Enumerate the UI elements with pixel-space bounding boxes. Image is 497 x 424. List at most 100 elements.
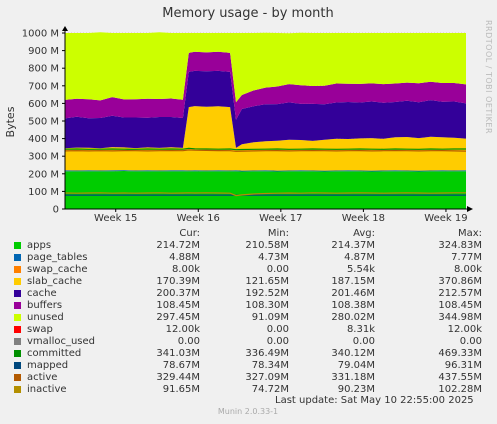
legend-cur-value: 108.45M	[156, 300, 200, 311]
legend-cur-value: 4.88M	[169, 252, 200, 263]
legend-max-value: 0.00	[459, 336, 482, 347]
legend-min-value: 108.30M	[245, 300, 289, 311]
legend-min-value: 91.09M	[251, 312, 289, 323]
y-tick-label: 400 M	[28, 134, 59, 145]
legend-max-value: 437.55M	[438, 372, 482, 383]
legend-row-buffers: buffers 108.45M 108.30M 108.38M 108.45M	[12, 300, 488, 312]
area-unused	[65, 32, 466, 103]
legend-max-value: 212.57M	[438, 288, 482, 299]
legend-name: unused	[27, 312, 64, 323]
x-tick-label: Week 19	[424, 213, 467, 224]
legend-min-value: 0.00	[266, 324, 289, 335]
y-tick-label: 200 M	[28, 169, 59, 180]
legend-name: mapped	[27, 360, 69, 371]
legend-avg-value: 187.15M	[331, 276, 375, 287]
legend-max-value: 12.00k	[447, 324, 482, 335]
legend-min-value: 336.49M	[245, 348, 289, 359]
legend-avg-value: 280.02M	[331, 312, 375, 323]
legend-swatch	[14, 374, 21, 381]
line-active	[64, 149, 467, 152]
legend-header-min: Min:	[267, 228, 289, 239]
legend-cur-value: 0.00	[177, 336, 200, 347]
legend-min-value: 327.09M	[245, 372, 289, 383]
y-tick-label: 800 M	[28, 64, 59, 75]
legend-name: inactive	[27, 384, 67, 395]
legend-cur-value: 91.65M	[162, 384, 200, 395]
y-axis-ticks: 0 100 M 200 M 300 M 400 M 500 M 600 M 700 M 800 …	[22, 29, 65, 216]
legend-min-value: 192.52M	[245, 288, 289, 299]
legend-cur-value: 8.00k	[171, 264, 200, 275]
legend: Cur: Min: Avg: Max: apps 214.72M 210.58M 21…	[12, 228, 488, 396]
legend-min-value: 78.34M	[251, 360, 289, 371]
legend-name: committed	[27, 348, 82, 359]
legend-name: swap	[27, 324, 53, 335]
legend-min-value: 0.00	[266, 336, 289, 347]
legend-cur-value: 200.37M	[156, 288, 200, 299]
legend-swatch	[14, 302, 21, 309]
legend-cur-value: 78.67M	[162, 360, 200, 371]
legend-avg-value: 79.04M	[337, 360, 375, 371]
legend-swatch	[14, 362, 21, 369]
legend-max-value: 370.86M	[438, 276, 482, 287]
rrdtool-credit: RRDTOOL / TOBI OETIKER	[484, 20, 493, 134]
legend-row-unused: unused 297.45M 91.09M 280.02M 344.98M	[12, 312, 488, 324]
legend-min-value: 74.72M	[251, 384, 289, 395]
legend-cur-value: 297.45M	[156, 312, 200, 323]
legend-min-value: 0.00	[266, 264, 289, 275]
x-tick-label: Week 16	[177, 213, 220, 224]
legend-swatch	[14, 242, 21, 249]
legend-max-value: 102.28M	[438, 384, 482, 395]
area-buffers	[65, 51, 466, 120]
line-committed	[64, 147, 466, 151]
legend-avg-value: 90.23M	[337, 384, 375, 395]
area-apps	[65, 171, 466, 209]
legend-cur-value: 329.44M	[156, 372, 200, 383]
legend-name: cache	[27, 288, 57, 299]
y-axis-label: Bytes	[4, 106, 17, 137]
area-slab_cache	[65, 106, 466, 171]
legend-row-cache: cache 200.37M 192.52M 201.46M 212.57M	[12, 288, 488, 300]
area-page_tables	[65, 170, 466, 172]
legend-swatch	[14, 338, 21, 345]
legend-avg-value: 5.54k	[346, 264, 375, 275]
legend-swatch	[14, 350, 21, 357]
legend-row-swap_cache: swap_cache 8.00k 0.00 5.54k 8.00k	[12, 264, 488, 276]
legend-header: Cur: Min: Avg: Max:	[12, 228, 488, 240]
x-tick-label: Week 17	[259, 213, 302, 224]
legend-header-cur: Cur:	[179, 228, 200, 239]
chart-title: Memory usage - by month	[162, 6, 333, 21]
legend-row-page_tables: page_tables 4.88M 4.73M 4.87M 7.77M	[12, 252, 488, 264]
legend-row-slab_cache: slab_cache 170.39M 121.65M 187.15M 370.86M	[12, 276, 488, 288]
legend-cur-value: 170.39M	[156, 276, 200, 287]
x-axis-arrow-icon	[467, 206, 473, 212]
y-tick-label: 0	[53, 205, 59, 216]
legend-max-value: 469.33M	[438, 348, 482, 359]
legend-row-apps: apps 214.72M 210.58M 214.37M 324.83M	[12, 240, 488, 252]
x-tick-label: Week 18	[342, 213, 385, 224]
legend-row-committed: committed 341.03M 336.49M 340.12M 469.33M	[12, 348, 488, 360]
legend-avg-value: 4.87M	[344, 252, 375, 263]
legend-header-avg: Avg:	[353, 228, 375, 239]
legend-row-vmalloc_used: vmalloc_used 0.00 0.00 0.00 0.00	[12, 336, 488, 348]
legend-swatch	[14, 266, 21, 273]
y-tick-label: 600 M	[28, 99, 59, 110]
legend-name: swap_cache	[27, 264, 88, 275]
legend-row-swap: swap 12.00k 0.00 8.31k 12.00k	[12, 324, 488, 336]
legend-max-value: 96.31M	[444, 360, 482, 371]
legend-max-value: 8.00k	[453, 264, 482, 275]
legend-header-max: Max:	[457, 228, 482, 239]
legend-max-value: 324.83M	[438, 240, 482, 251]
legend-swatch	[14, 314, 21, 321]
legend-avg-value: 201.46M	[331, 288, 375, 299]
legend-cur-value: 12.00k	[165, 324, 200, 335]
legend-name: slab_cache	[27, 276, 83, 287]
legend-name: buffers	[27, 300, 63, 311]
area-cache	[65, 70, 466, 149]
legend-max-value: 108.45M	[438, 300, 482, 311]
legend-swatch	[14, 254, 21, 261]
legend-avg-value: 0.00	[352, 336, 375, 347]
legend-cur-value: 341.03M	[156, 348, 200, 359]
legend-avg-value: 108.38M	[331, 300, 375, 311]
legend-swatch	[14, 386, 21, 393]
y-tick-label: 100 M	[28, 187, 59, 198]
